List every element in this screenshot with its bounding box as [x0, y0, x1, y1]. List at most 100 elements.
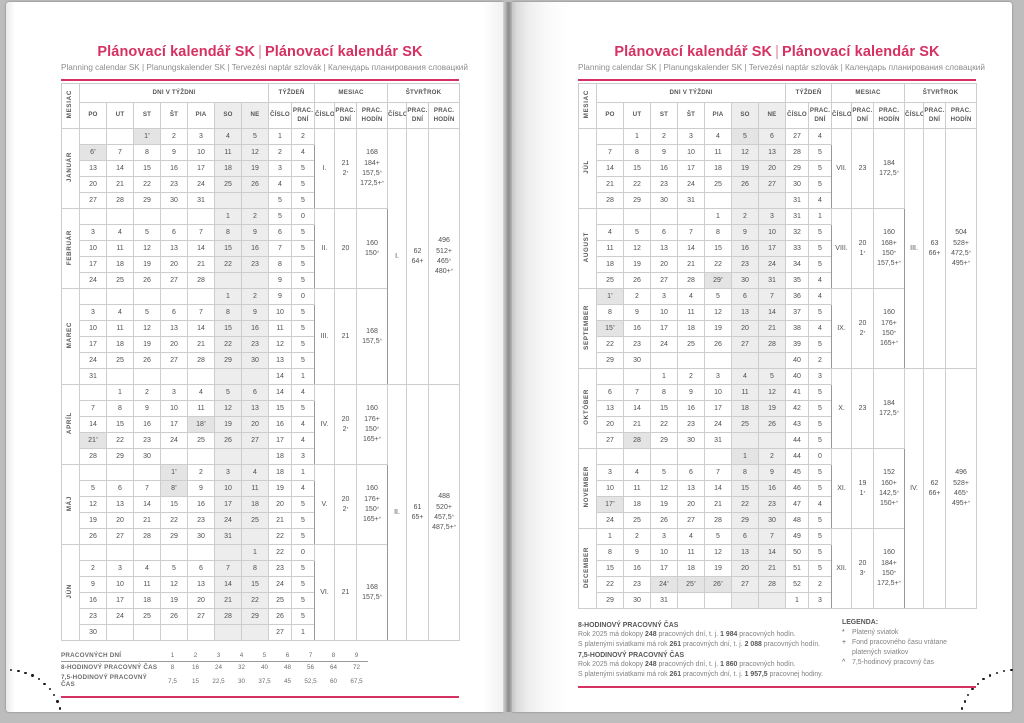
day-cell — [133, 544, 161, 561]
day-cell: 4 — [106, 224, 134, 241]
day-cell: 16 — [133, 416, 161, 433]
workdays-count-cell: 9 — [345, 650, 368, 662]
quarter-group-header: ŠTVRŤROK — [387, 83, 461, 103]
workdays-value-cell: 7,5 — [168, 677, 177, 685]
week-workdays-cell: 5 — [290, 240, 316, 257]
day-cell: 5 — [214, 384, 242, 401]
month-workdays-cell: 21 2* — [334, 128, 358, 209]
day-cell: 27 — [160, 352, 188, 369]
workdays-count-cell: 2 — [184, 650, 207, 662]
day-cell: 8 — [596, 304, 624, 321]
day-cell: 14 — [187, 320, 215, 337]
day-cell: 20 — [187, 592, 215, 609]
days-group-header: DNI V TÝŽDNI — [79, 83, 269, 103]
day-cell: 15 — [160, 496, 188, 513]
day-cell: 12 — [731, 144, 759, 161]
workdays-row-label: 7,5-HODINOVÝ PRACOVNÝ ČAS — [61, 674, 148, 688]
sub-column-header: PRAC. DNÍ — [923, 102, 947, 129]
day-cell: 24 — [79, 272, 107, 289]
week-number-cell: 31 — [785, 192, 809, 209]
day-cell: 27 — [731, 576, 759, 593]
day-cell: 28 — [133, 528, 161, 545]
sub-column-header: PRAC. DNÍ — [290, 102, 316, 129]
day-cell: 30 — [241, 352, 269, 369]
day-cell: 19 — [704, 320, 732, 337]
day-cell — [623, 208, 651, 225]
day-cell — [187, 544, 215, 561]
day-cell: 10 — [704, 384, 732, 401]
week-number-cell: 37 — [785, 304, 809, 321]
mesiac-side-header: MESIAC — [61, 83, 80, 129]
day-cell: 30 — [677, 432, 705, 449]
month-workhours-cell: 152 160+ 142,5^ 150+^ — [873, 448, 906, 529]
day-cell: 1 — [106, 384, 134, 401]
month-workdays-cell: 21 — [334, 288, 358, 385]
day-cell: 27 — [160, 272, 188, 289]
day-cell: 20 — [160, 256, 188, 273]
day-cell: 22 — [596, 336, 624, 353]
month-name-label: NOVEMBER — [583, 466, 591, 508]
day-cell: 21 — [596, 176, 624, 193]
week-number-cell: 32 — [785, 224, 809, 241]
week-number-cell: 1 — [785, 592, 809, 609]
day-cell: 28 — [187, 352, 215, 369]
week-workdays-cell: 2 — [807, 576, 833, 593]
day-cell: 24 — [677, 176, 705, 193]
day-cell: 30 — [758, 512, 786, 529]
day-cell: 12 — [160, 576, 188, 593]
day-cell: 29 — [596, 592, 624, 609]
month-name: NOVEMBER — [578, 448, 597, 529]
header-group-row: MESIAC DNI V TÝŽDNI TÝŽDEŇ MESIAC ŠTVRŤROK — [578, 83, 978, 129]
day-cell: 15 — [241, 576, 269, 593]
day-cell: 24* — [650, 576, 678, 593]
day-cell: 26 — [214, 432, 242, 449]
day-column-header: PO — [596, 102, 624, 129]
month-workhours-cell: 184 172,5^ — [873, 368, 906, 449]
month-number-cell: VI. — [314, 544, 336, 641]
day-cell: 21 — [677, 256, 705, 273]
day-cell: 3 — [106, 560, 134, 577]
yearly-summary: 8-HODINOVÝ PRACOVNÝ ČAS Rok 2025 má dokop… — [578, 619, 833, 680]
day-cell: 16 — [758, 480, 786, 497]
week-workdays-cell: 3 — [807, 368, 833, 385]
day-cell: 21* — [79, 432, 107, 449]
week-row: 27 28 29 30 31 5 5 — [62, 192, 460, 209]
day-cell: 22 — [214, 336, 242, 353]
week-number-cell: 22 — [268, 544, 292, 561]
day-cell — [160, 288, 188, 305]
day-cell: 19 — [160, 592, 188, 609]
summary-line: Rok 2025 má dokopy 248 pracovných dní, t… — [578, 661, 796, 669]
day-cell: 19 — [133, 256, 161, 273]
week-row: 31 14 1 — [62, 368, 460, 385]
day-cell: 12 — [758, 384, 786, 401]
day-cell: 9 — [79, 576, 107, 593]
day-cell: 19 — [241, 160, 269, 177]
day-cell: 17 — [106, 592, 134, 609]
week-workdays-cell: 1 — [290, 368, 316, 385]
day-cell: 15 — [623, 160, 651, 177]
month-number-cell: XII. — [831, 528, 853, 609]
day-column-header: ST — [650, 102, 678, 129]
day-cell: 6 — [241, 384, 269, 401]
week-number-cell: 11 — [268, 320, 292, 337]
week-workdays-cell: 5 — [290, 560, 316, 577]
day-cell: 22 — [241, 592, 269, 609]
week-row: 28 29 30 31 31 4 — [579, 192, 977, 209]
month-number-cell: V. — [314, 464, 336, 545]
day-cell: 3 — [677, 128, 705, 145]
week-workdays-cell: 4 — [807, 320, 833, 337]
day-cell — [106, 624, 134, 641]
sub-column-header: ČÍSLO — [785, 102, 809, 129]
week-workdays-cell: 4 — [290, 416, 316, 433]
day-cell: 8 — [623, 144, 651, 161]
day-cell: 30 — [187, 528, 215, 545]
day-cell: 1* — [160, 464, 188, 481]
workdays-header-row: PRACOVNÝCH DNÍ 1 2 3 4 5 6 7 8 9 — [61, 650, 368, 662]
week-number-cell: 19 — [268, 480, 292, 497]
summary-line: S platenými sviatkami má rok 261 pracovn… — [578, 670, 824, 678]
day-cell: 9 — [187, 480, 215, 497]
day-cell: 24 — [214, 512, 242, 529]
day-cell: 5 — [758, 368, 786, 385]
day-cell: 26 — [133, 272, 161, 289]
week-number-cell: 26 — [268, 608, 292, 625]
